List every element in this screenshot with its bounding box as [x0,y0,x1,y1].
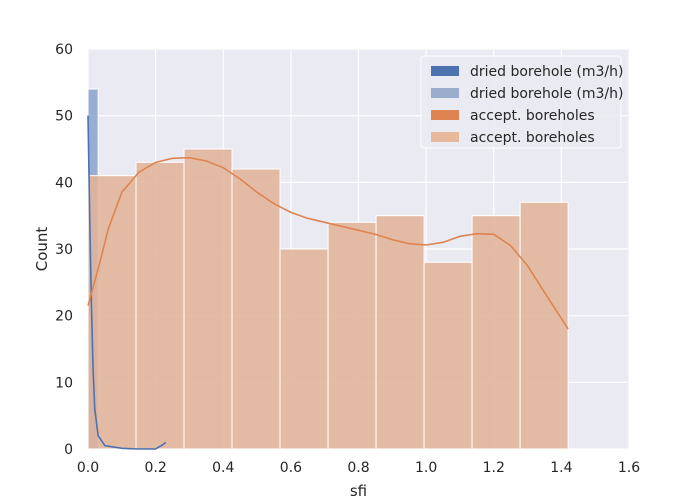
bar-series1-4 [279,248,329,450]
y-tick-label-2: 20 [55,309,73,325]
y-tick-label-3: 30 [55,242,73,258]
legend-label-0: dried borehole (m3/h) [470,64,623,80]
y-tick-labels: 0 10 20 30 40 50 60 [55,42,73,458]
x-tick-label-6: 1.2 [483,460,505,476]
legend-swatch-2 [431,110,459,120]
x-tick-labels: 0.0 0.2 0.4 0.6 0.8 1.0 1.2 1.4 1.6 [77,460,640,476]
y-tick-label-1: 10 [55,375,73,391]
bar-series1-6 [375,215,425,450]
y-axis-label: Count [33,227,51,272]
x-tick-label-2: 0.4 [212,460,234,476]
legend-swatch-3 [431,132,459,142]
x-tick-label-8: 1.6 [618,460,640,476]
x-tick-label-4: 0.8 [347,460,369,476]
y-tick-label-4: 40 [55,175,73,191]
legend-swatch-0 [431,66,459,76]
x-tick-label-1: 0.2 [144,460,166,476]
legend-label-2: accept. boreholes [470,108,595,124]
bar-series1-2 [183,148,233,450]
bar-series1-5 [327,221,377,450]
legend: dried borehole (m3/h) dried borehole (m3/… [420,55,623,149]
bar-series1-7 [423,261,473,450]
y-tick-label-0: 0 [64,442,73,458]
x-tick-label-5: 1.0 [415,460,437,476]
kde-line-series0 [87,115,167,450]
x-tick-label-0: 0.0 [77,460,99,476]
x-tick-label-7: 1.4 [550,460,572,476]
kde-line-series1 [87,156,569,330]
bar-series1-9 [519,201,569,450]
legend-label-1: dried borehole (m3/h) [470,86,623,102]
x-axis-label: sfi [350,482,367,500]
legend-box [420,55,622,149]
bar-series1-3 [231,168,281,450]
legend-swatch-1 [431,88,459,98]
x-tick-label-3: 0.6 [280,460,302,476]
y-tick-label-6: 60 [55,42,73,58]
y-tick-label-5: 50 [55,109,73,125]
legend-label-3: accept. boreholes [470,130,595,146]
bar-series1-8 [471,215,521,450]
kde-lines [87,115,569,450]
bar-series1-1 [135,161,185,450]
